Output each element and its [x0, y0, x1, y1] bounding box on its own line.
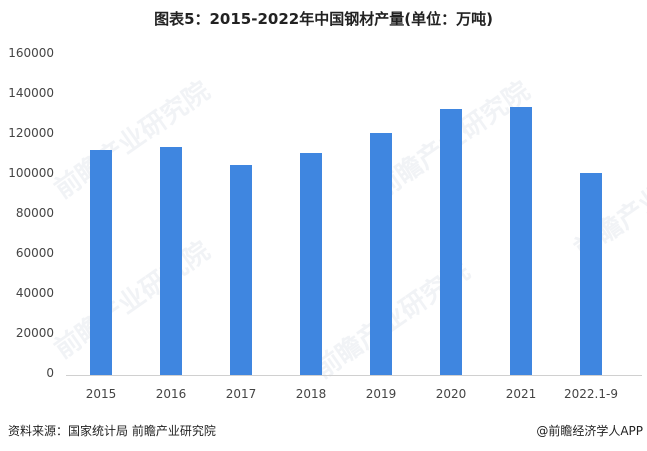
bar-2015 [90, 149, 112, 375]
x-tick-label: 2021 [505, 387, 537, 401]
y-tick-label: 160000 [8, 46, 54, 60]
bar-2020 [440, 109, 462, 375]
y-tick-label: 120000 [8, 126, 54, 140]
source-note: 资料来源：国家统计局 前瞻产业研究院 [8, 424, 216, 438]
x-tick-label: 2016 [155, 387, 187, 401]
x-tick-label: 2020 [435, 387, 467, 401]
y-tick-label: 100000 [8, 166, 54, 180]
y-tick-label: 20000 [15, 326, 54, 340]
watermark: 前瞻产业研究院 [569, 136, 647, 266]
y-tick-label: 60000 [15, 246, 54, 260]
bar-2017 [230, 165, 252, 375]
bar-2018 [300, 153, 322, 375]
y-tick-label: 80000 [15, 206, 54, 220]
y-tick-label: 140000 [8, 86, 54, 100]
watermark: 前瞻产业研究院 [49, 236, 216, 366]
bar-2016 [160, 146, 182, 375]
y-tick-label: 0 [46, 366, 54, 380]
x-axis-line [66, 375, 642, 376]
watermark: 前瞻产业研究院 [49, 76, 216, 206]
credit-note: @前瞻经济学人APP [536, 424, 643, 438]
bar-2019 [370, 133, 392, 375]
bar-2021 [510, 106, 532, 375]
x-tick-label: 2017 [225, 387, 257, 401]
x-tick-label: 2015 [85, 387, 117, 401]
x-tick-label: 2022.1-9 [564, 387, 618, 401]
chart-title: 图表5：2015-2022年中国钢材产量(单位：万吨) [154, 10, 493, 28]
y-tick-label: 40000 [15, 286, 54, 300]
x-tick-label: 2018 [295, 387, 327, 401]
x-tick-label: 2019 [365, 387, 397, 401]
bar-2022.1-9 [580, 172, 602, 375]
